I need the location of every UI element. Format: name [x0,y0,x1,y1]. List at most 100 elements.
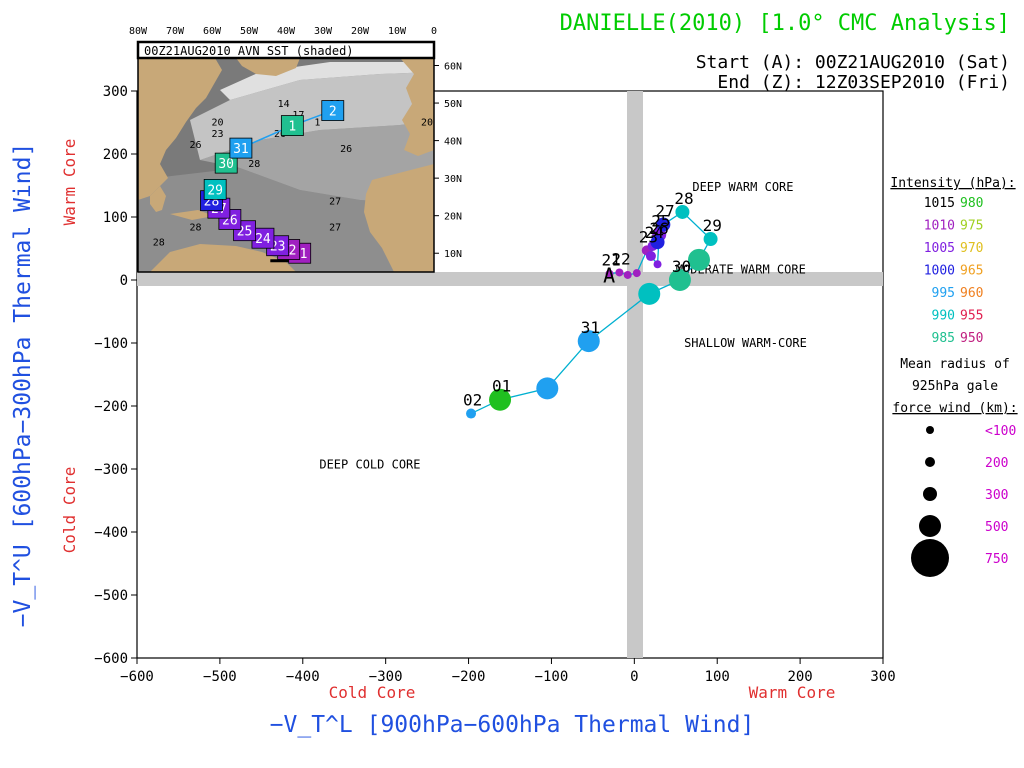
sst-contour-label: 26 [189,140,201,151]
start-time: Start (A): 00Z21AUG2010 (Sat) [696,52,1010,73]
x-tick-label: 200 [787,669,812,685]
inset-greenland [236,58,300,76]
intensity-legend-item: 960 [960,286,983,301]
track-point-label: 02 [463,391,482,410]
inset-lon-label: 80W [129,26,148,37]
intensity-legend-item: 995 [932,286,955,301]
track-point [650,235,665,250]
inset-lat-label: 60N [444,62,462,73]
radius-legend-label: 200 [985,456,1008,471]
inset-north-america [138,58,222,200]
intensity-legend-item: 980 [960,196,983,211]
sst-contour-label: 23 [212,129,224,140]
track-point-label: 26 [650,219,669,238]
inset-florida [150,186,166,212]
y-axis: −600 −500 −400 −300 −200 −100 0 100 200 300 [94,84,137,667]
inset-track-label: 2 [329,105,337,120]
sst-contour-label: 14 [278,99,290,110]
track-point-label: 22 [611,249,630,268]
inset-africa [364,164,434,272]
track-point [623,270,632,279]
inset-track-label: 24 [255,232,271,247]
track-point-label: 28 [674,189,693,208]
track-points [466,204,718,419]
track-point [653,260,662,269]
track-point [605,269,614,278]
sst-contour-label: 20 [212,118,224,129]
inset-latitude-labels: 60N 50N 40N 30N 20N 10N [434,62,462,260]
x-tick-label: 100 [705,669,730,685]
intensity-legend-item: 985 [932,331,955,346]
inset-south-america [150,244,296,272]
intensity-legend-item: 990 [932,309,955,324]
inset-title-box [136,40,436,60]
x-tick-label: 300 [870,669,895,685]
y-tick-label: −600 [94,651,128,667]
intensity-legend-item: 1015 [924,196,955,211]
x-tick-label: 0 [630,669,638,685]
track-point [615,268,624,277]
zero-band-vertical [627,91,643,658]
inset-lon-label: 60W [203,26,222,37]
inset-track-box [229,137,253,159]
track-point [632,269,641,278]
inset-lon-label: 40W [277,26,296,37]
x-tick-label: −400 [286,669,320,685]
inset-lon-label: 10W [388,26,407,37]
intensity-legend-item: 965 [960,264,983,279]
inset-track-label: 1 [288,120,296,135]
inset-title: 00Z21AUG2010 AVN SST (shaded) [144,44,354,58]
y-tick-label: 300 [103,84,128,100]
sst-contour-label: 26 [340,144,352,155]
track-point [675,204,690,219]
inset-track-label: 29 [207,183,223,198]
track-point [577,330,600,353]
radius-legend-title-3: force wind (km): [892,401,1017,416]
inset-lat-label: 10N [444,249,462,260]
inset-longitude-labels: 80W 70W 60W 50W 40W 30W 20W 10W 0 [129,26,437,37]
inset-track-box [203,179,227,200]
x-axis-label: −V_T^L [900hPa−600hPa Thermal Wind] [270,712,755,738]
y-tick-label: 100 [103,210,128,226]
y-tick-label: 200 [103,147,128,163]
intensity-legend-item: 975 [960,219,983,234]
x-tick-label: −600 [120,669,154,685]
track-point-label: 23 [639,227,658,246]
intensity-legend-item: 1005 [924,241,955,256]
intensity-legend: 1015 1010 1005 1000 995 990 985 980 975 970 965 960… [924,196,984,346]
inset-lat-label: 40N [444,137,462,148]
track-point [536,377,559,400]
inset-lon-label: 0 [431,26,437,37]
inset-lat-label: 20N [444,212,462,223]
legend: Intensity (hPa): 1015 1010 1005 1000 995 990 9… [890,176,1018,577]
sst-contour-label: 27 [329,223,341,234]
inset-lon-label: 50W [240,26,259,37]
x-tick-label: −300 [369,669,403,685]
x-axis: −600 −500 −400 −300 −200 −100 0 100 200 300 [120,658,896,685]
track-point-label: 01 [492,377,511,396]
end-time: End (Z): 12Z03SEP2010 (Fri) [717,72,1010,93]
quadrant-label: SHALLOW WARM-CORE [684,336,807,350]
intensity-legend-title: Intensity (hPa): [890,176,1015,191]
y-warm-core-label: Warm Core [60,139,79,226]
x-warm-core-label: Warm Core [749,683,836,702]
x-tick-label: −100 [535,669,569,685]
intensity-legend-item: 1010 [924,219,955,234]
radius-legend-label: 750 [985,552,1008,567]
radius-legend-title-2: 925hPa gale [912,379,998,394]
chart-title: DANIELLE(2010) [1.0° CMC Analysis] [560,11,1010,36]
track-point-label: 21 [601,251,620,270]
y-tick-label: 0 [120,273,128,289]
intensity-legend-item: 1000 [924,264,955,279]
y-axis-label: −V_T^U [600hPa−300hPa Thermal Wind] [10,143,36,628]
radius-legend-dot [911,539,949,577]
sst-contour-label: 1 [314,118,320,129]
track-point [489,388,512,411]
start-end-markers: A [603,264,615,288]
track-point-label: 27 [655,202,674,221]
track-point [656,217,671,232]
track-point [466,408,477,419]
track-point-label: 30 [672,257,691,276]
sst-contour-label: 28 [248,159,260,170]
